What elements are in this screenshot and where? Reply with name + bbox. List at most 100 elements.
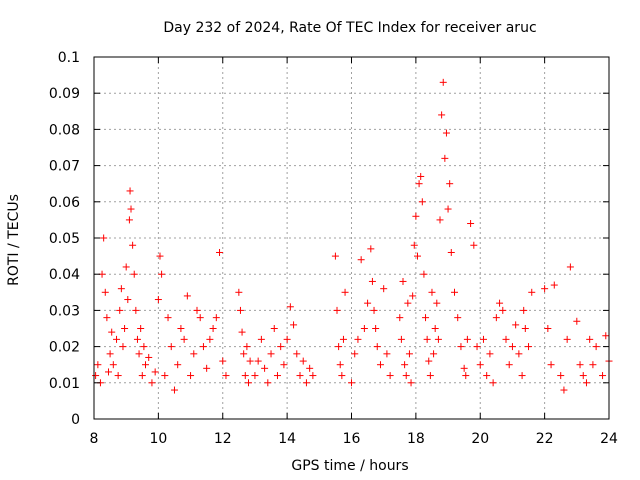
data-point [528, 288, 536, 296]
data-point [589, 361, 597, 369]
data-point [592, 343, 600, 351]
data-point [127, 205, 135, 213]
data-point [190, 350, 198, 358]
data-point [409, 292, 417, 300]
data-point [277, 343, 285, 351]
data-point [383, 350, 391, 358]
y-tick-label: 0.01 [49, 376, 80, 392]
data-point [423, 335, 431, 343]
data-point [267, 350, 275, 358]
data-point [133, 335, 141, 343]
data-point [306, 364, 314, 372]
data-point [499, 306, 507, 314]
data-point [129, 241, 137, 249]
data-point [579, 372, 587, 380]
data-point [109, 361, 117, 369]
data-point [154, 296, 162, 304]
data-point [261, 364, 269, 372]
x-tick-label: 22 [536, 431, 554, 447]
y-axis-title: ROTI / TECUs [6, 194, 22, 286]
data-point [206, 335, 214, 343]
data-point [433, 299, 441, 307]
data-point [130, 270, 138, 278]
data-point [243, 343, 251, 351]
data-point [451, 288, 458, 296]
y-tick-label: 0.07 [49, 159, 80, 175]
data-point [422, 314, 430, 322]
data-point [444, 205, 452, 213]
x-tick-label: 10 [149, 431, 167, 447]
data-point [142, 361, 149, 369]
data-point [399, 277, 407, 285]
data-point [520, 306, 528, 314]
data-point [415, 180, 423, 188]
data-point [518, 372, 526, 380]
data-point [360, 325, 368, 332]
data-point [302, 379, 310, 387]
data-point [161, 372, 169, 380]
data-point [410, 241, 418, 249]
data-point [586, 335, 594, 343]
data-point [467, 220, 475, 228]
data-point [240, 350, 248, 358]
data-point [117, 285, 125, 293]
y-tick-label: 0.04 [49, 267, 80, 283]
data-point [103, 314, 111, 322]
data-point [116, 306, 124, 314]
x-tick-label: 18 [407, 431, 425, 447]
data-point [402, 372, 410, 380]
data-point [156, 252, 164, 260]
data-point [413, 252, 421, 260]
y-tick-label: 0.09 [49, 86, 80, 102]
data-point [541, 285, 549, 293]
data-point [441, 154, 449, 162]
data-point [397, 335, 405, 343]
data-point [106, 350, 114, 358]
data-point [299, 357, 307, 365]
data-point [573, 317, 581, 325]
x-tick-label: 12 [214, 431, 232, 447]
y-tick-label: 0.08 [49, 122, 80, 138]
data-point [348, 379, 355, 387]
data-point [576, 361, 584, 369]
data-point [336, 361, 344, 369]
data-point [164, 314, 172, 322]
data-point [364, 299, 372, 307]
data-point [563, 335, 571, 343]
data-point [486, 350, 494, 358]
data-point [463, 335, 471, 343]
data-point [502, 335, 510, 343]
data-point [264, 379, 272, 387]
data-point [193, 306, 201, 314]
data-point [599, 372, 607, 380]
data-point [436, 216, 444, 224]
data-point [412, 212, 420, 220]
data-point [508, 343, 516, 351]
chart-title: Day 232 of 2024, Rate Of TEC Index for r… [163, 20, 536, 36]
data-point [341, 288, 349, 296]
y-tick-label: 0.05 [49, 231, 80, 247]
data-point [426, 372, 434, 380]
data-point [222, 372, 230, 380]
data-point [525, 343, 533, 351]
data-point [148, 379, 156, 387]
data-point [203, 364, 211, 372]
data-point [254, 357, 262, 365]
data-point [454, 314, 462, 322]
data-point [296, 372, 304, 380]
data-point [257, 335, 265, 343]
data-point [521, 325, 529, 332]
y-tick-label: 0.02 [49, 340, 80, 356]
data-point [270, 325, 278, 332]
data-point [354, 335, 362, 343]
data-point [483, 372, 491, 380]
y-tick-label: 0.1 [58, 50, 80, 66]
x-tick-label: 16 [343, 431, 361, 447]
data-point [122, 263, 130, 271]
data-point [183, 292, 191, 300]
data-point [216, 248, 224, 256]
data-point [199, 343, 207, 351]
data-point [447, 248, 455, 256]
data-point [386, 372, 394, 380]
data-point [582, 379, 590, 387]
